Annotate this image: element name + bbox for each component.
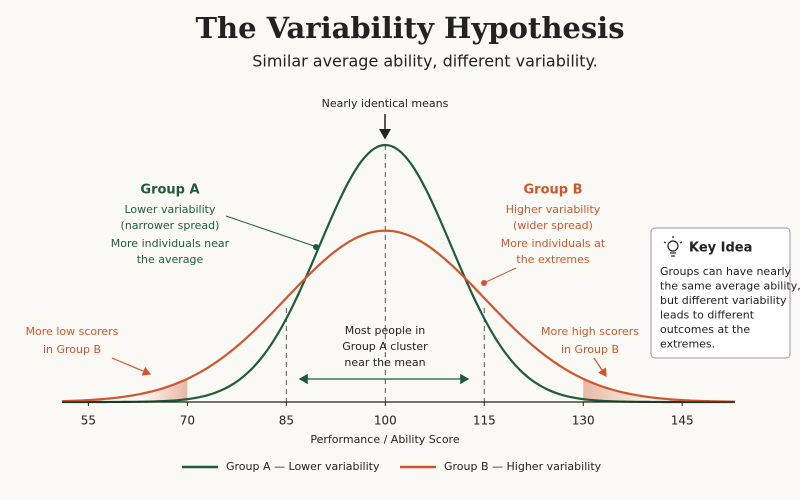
annotation: in Group B [43, 343, 101, 356]
key-idea-text: outcomes at the [660, 323, 750, 336]
annotation: Most people in [345, 324, 426, 337]
annotation: near the mean [344, 356, 425, 369]
bulb-icon [663, 236, 683, 257]
annotation: the extremes [516, 253, 589, 266]
annotation: More high scorers [541, 325, 639, 338]
key-idea-text: the same average ability, [660, 280, 800, 293]
annotation: Group A cluster [342, 340, 428, 353]
x-tick-label: 145 [671, 414, 694, 428]
annotation: Nearly identical means [322, 97, 449, 110]
leader-line [225, 215, 315, 247]
key-idea-title: Key Idea [689, 241, 752, 256]
x-tick-label: 100 [374, 414, 397, 428]
annotation: More individuals near [111, 237, 230, 250]
annotation: (narrower spread) [121, 219, 220, 232]
annotation-title: Group A [140, 183, 199, 198]
annotation-arrow [111, 357, 152, 376]
density-curve [61, 229, 736, 403]
key-idea-text: leads to different [660, 309, 755, 322]
chart-title: The Variability Hypothesis [195, 11, 624, 45]
annotation: More individuals at [501, 237, 606, 250]
annotation: the average [137, 253, 204, 266]
annotation: Lower variability [125, 203, 216, 216]
legend-label: Group A — Lower variability [226, 460, 380, 473]
leader-line [485, 267, 517, 283]
annotation: More low scorers [26, 325, 119, 338]
key-idea-box [650, 227, 791, 359]
leader-dot [313, 244, 319, 250]
x-tick-label: 130 [572, 414, 595, 428]
x-axis-label: Performance / Ability Score [310, 433, 459, 446]
key-idea-text: Groups can have nearly [660, 265, 792, 278]
legend-label: Group B — Higher variability [444, 460, 602, 473]
leader-dot [481, 280, 487, 286]
chart-subtitle: Similar average ability, different varia… [252, 52, 598, 71]
x-tick-label: 115 [473, 414, 496, 428]
annotation: in Group B [561, 343, 619, 356]
x-tick-label: 85 [279, 414, 294, 428]
annotation: (wider spread) [513, 219, 593, 232]
x-tick-label: 70 [180, 414, 195, 428]
annotation-title: Group B [523, 183, 582, 198]
annotation: Higher variability [506, 203, 601, 216]
key-idea-text: extremes. [660, 338, 715, 351]
x-tick-label: 55 [81, 414, 96, 428]
annotation-arrow [593, 357, 607, 377]
tail-shade [583, 378, 656, 402]
key-idea-text: but different variability [660, 294, 787, 307]
